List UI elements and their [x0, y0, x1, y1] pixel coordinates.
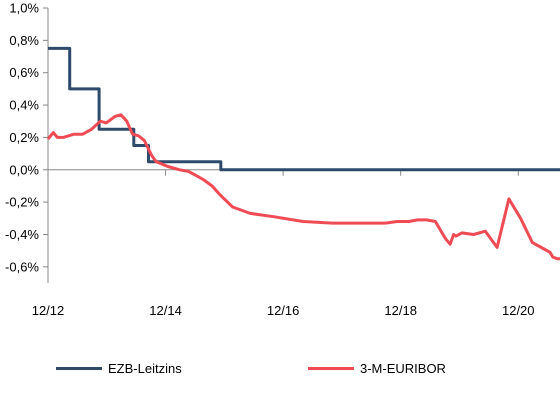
y-tick-label: -0,2%	[5, 195, 39, 210]
y-tick-label: 0,4%	[9, 98, 39, 113]
y-tick-label: 0,2%	[9, 130, 39, 145]
legend-label-ezb-leitzins: EZB-Leitzins	[108, 360, 182, 376]
axes	[43, 7, 560, 283]
legend-item-ezb-leitzins: EZB-Leitzins	[56, 356, 182, 380]
legend-label-3m-euribor: 3-M-EURIBOR	[360, 360, 446, 376]
y-tick-labels: 1,0% 0,8% 0,6% 0,4% 0,2% 0,0% -0,2% -0,4% -0,6%	[5, 1, 39, 275]
legend-swatch-ezb-leitzins	[56, 366, 102, 370]
legend-swatch-3m-euribor	[308, 366, 354, 370]
series-group	[46, 46, 560, 261]
x-tick-label: 12/14	[149, 303, 182, 318]
x-tick-label: 12/16	[267, 303, 300, 318]
x-tick-label: 12/20	[502, 303, 535, 318]
y-tick-label: 1,0%	[9, 1, 39, 16]
x-tick-label: 12/12	[32, 303, 65, 318]
y-tick-label: 0,8%	[9, 33, 39, 48]
y-tick-label: -0,6%	[5, 259, 39, 274]
y-tick-label: 0,6%	[9, 65, 39, 80]
series-line-3m-euribor	[46, 113, 560, 261]
x-tick-labels: 12/12 12/14 12/16 12/18 12/20	[32, 303, 535, 318]
y-tick-label: 0,0%	[9, 162, 39, 177]
series-line-ezb-leitzins	[48, 46, 560, 172]
legend-item-3m-euribor: 3-M-EURIBOR	[308, 356, 446, 380]
x-tick-label: 12/18	[384, 303, 417, 318]
y-tick-label: -0,4%	[5, 227, 39, 242]
chart: 1,0%0,8%0,6%0,4%0,2%0,0%-0,2%-0,4%-0,6% …	[5, 1, 560, 318]
